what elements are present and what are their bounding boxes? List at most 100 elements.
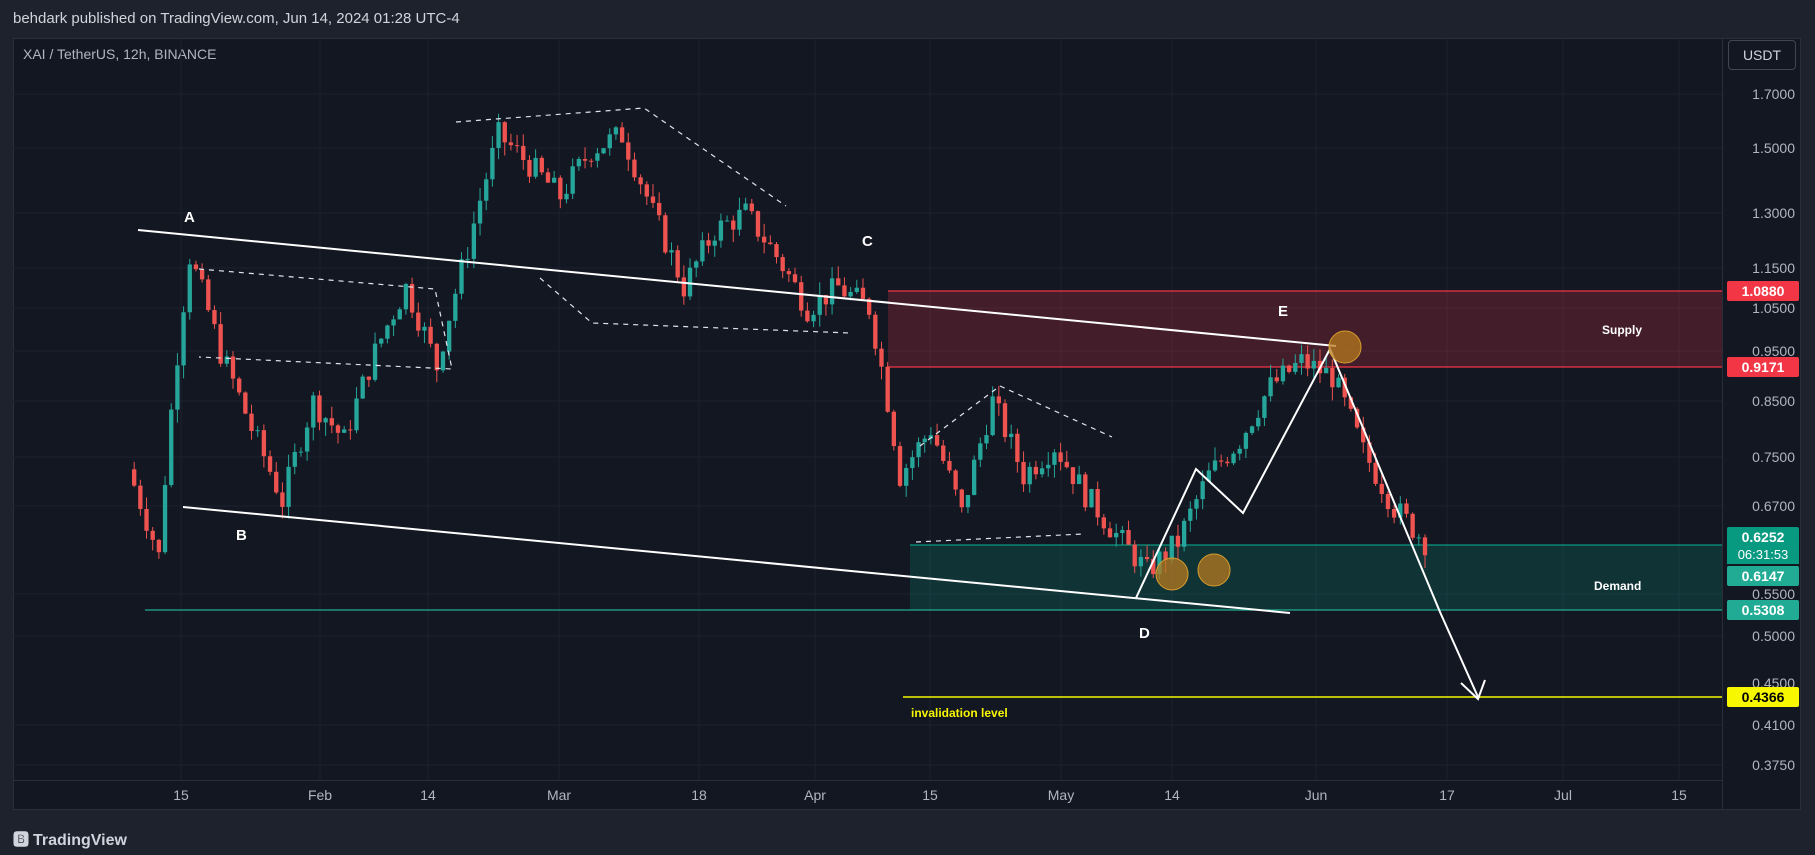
candle-body [984,435,989,444]
candle-body [181,312,186,366]
candle-body [1354,408,1360,428]
candle-body [1157,551,1162,575]
candle-body [403,283,409,310]
candle-body [1058,452,1063,462]
candle-body [613,127,619,135]
currency-button[interactable]: USDT [1728,40,1796,70]
time-tick: 14 [1164,787,1180,803]
candle-body [1243,432,1249,449]
highlight-circles [1155,330,1362,591]
candle-body [632,159,637,178]
candle-body [440,351,446,371]
candle-body [749,203,754,212]
candle-body [372,343,378,380]
candle-body [656,202,662,216]
candle-body [496,122,501,148]
candle-body [212,310,217,325]
invalidation-badge: 0.4366 [1727,687,1799,707]
price-tick: 1.7000 [1752,86,1795,102]
candle-body [267,456,273,472]
candle-body [823,295,829,305]
candle-body [1009,433,1014,438]
candle-body [156,539,162,553]
time-tick: Apr [804,787,826,803]
supply-label: Supply [1602,323,1642,337]
candle-body [1219,460,1224,462]
candle-body [681,277,687,297]
chart-pane[interactable] [13,38,1801,810]
candle-body [1107,528,1113,538]
price-tick: 0.5500 [1752,586,1795,602]
candle-body [811,314,816,322]
candle-body [947,460,952,471]
candle-body [780,257,785,272]
demand-zone[interactable] [910,545,1722,610]
time-tick: 15 [922,787,938,803]
price-tick: 1.1500 [1752,260,1795,276]
candle-body [1188,508,1193,521]
candle-body [132,469,137,486]
candle-body [558,177,563,200]
candle-body [323,418,328,423]
candle-body [669,250,674,253]
candle-body [175,365,180,410]
highlight-circle [1155,557,1189,591]
candle-body [533,157,538,177]
candle-body [1046,464,1051,469]
candle-body [379,338,384,344]
candle-body [675,250,680,278]
supply-zone[interactable] [888,291,1722,367]
candle-body [638,177,643,185]
candle-body [1163,551,1168,561]
candle-body [1126,529,1131,545]
demand-label: Demand [1594,579,1641,593]
bar-countdown: 06:31:53 [1727,546,1799,564]
candle-body [570,166,575,194]
candle-body [409,283,415,313]
candle-body [990,396,995,436]
candle-body [829,278,835,305]
candle-body [1336,377,1341,388]
candle-body [1373,462,1378,484]
candle-body [1212,460,1218,471]
candle-body [224,356,229,364]
candle-body [1385,493,1391,510]
candle-body [471,223,477,259]
candle-body [1076,474,1082,485]
pattern-flag-2-base [915,533,1084,543]
candle-body [255,430,260,432]
time-tick: 14 [420,787,436,803]
candle-body [514,145,520,147]
candle-body [941,445,946,461]
supply-top-badge: 1.0880 [1727,281,1799,301]
candle-body [1064,461,1069,468]
symbol-legend[interactable]: XAI / TetherUS, 12h, BINANCE [23,46,217,62]
candle-body [842,285,847,297]
time-tick: 17 [1439,787,1455,803]
candle-body [1225,461,1230,464]
invalidation-label: invalidation level [911,706,1008,720]
pattern-triangle-1 [455,107,787,207]
tradingview-brand: TradingView [33,832,127,849]
candle-body [761,236,767,243]
tradingview-logo[interactable]: 🅱 TradingView [13,826,127,850]
time-tick: 15 [1671,787,1687,803]
trend-lines [137,229,1486,701]
price-tick: 0.8500 [1752,393,1795,409]
candle-body [1274,377,1279,382]
candle-body [348,429,353,431]
candle-body [230,356,236,379]
candle-body [1398,503,1403,518]
annotation-labels: A B C D E [184,209,1288,642]
candle-body [805,310,810,322]
candle-body [768,242,773,245]
candle-body [1151,559,1156,575]
candle-body [1361,427,1366,443]
candle-body [1293,362,1298,372]
candle-body [1379,483,1384,494]
candle-body [934,435,940,446]
candle-body [187,264,192,313]
candle-body [1410,513,1415,538]
candle-body [1231,453,1236,464]
